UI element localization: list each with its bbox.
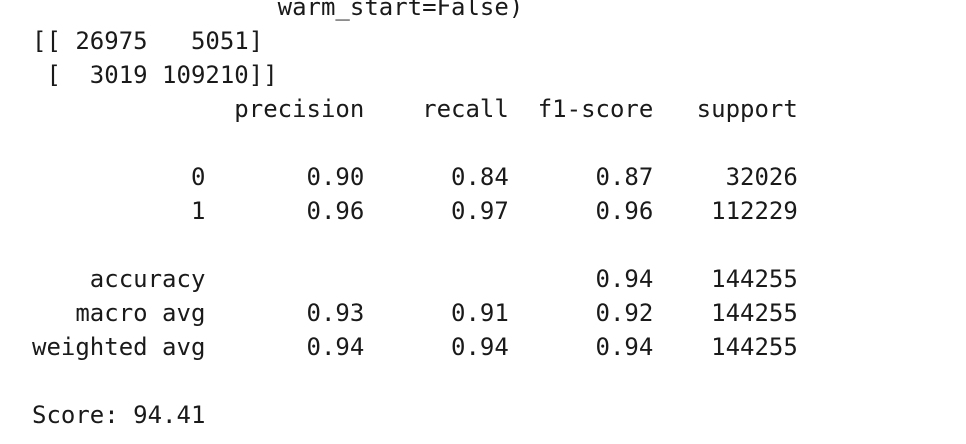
params-tail-line: warm_start=False) xyxy=(32,0,524,21)
report-row-macro-avg: macro avg 0.93 0.91 0.92 144255 xyxy=(32,299,798,327)
report-header: precision recall f1-score support xyxy=(32,95,798,123)
blank-line xyxy=(32,126,952,160)
confusion-matrix-row-1: [[ 26975 5051] xyxy=(32,27,264,55)
report-row-class-1: 1 0.96 0.97 0.96 112229 xyxy=(32,197,798,225)
blank-line xyxy=(32,228,952,262)
score-line: Score: 94.41 xyxy=(32,401,206,429)
console-output: warm_start=False) [[ 26975 5051] [ 3019 … xyxy=(32,0,952,432)
confusion-matrix-row-2: [ 3019 109210]] xyxy=(32,61,278,89)
report-row-class-0: 0 0.90 0.84 0.87 32026 xyxy=(32,163,798,191)
blank-line xyxy=(32,364,952,398)
report-row-accuracy: accuracy 0.94 144255 xyxy=(32,265,798,293)
report-row-weighted-avg: weighted avg 0.94 0.94 0.94 144255 xyxy=(32,333,798,361)
